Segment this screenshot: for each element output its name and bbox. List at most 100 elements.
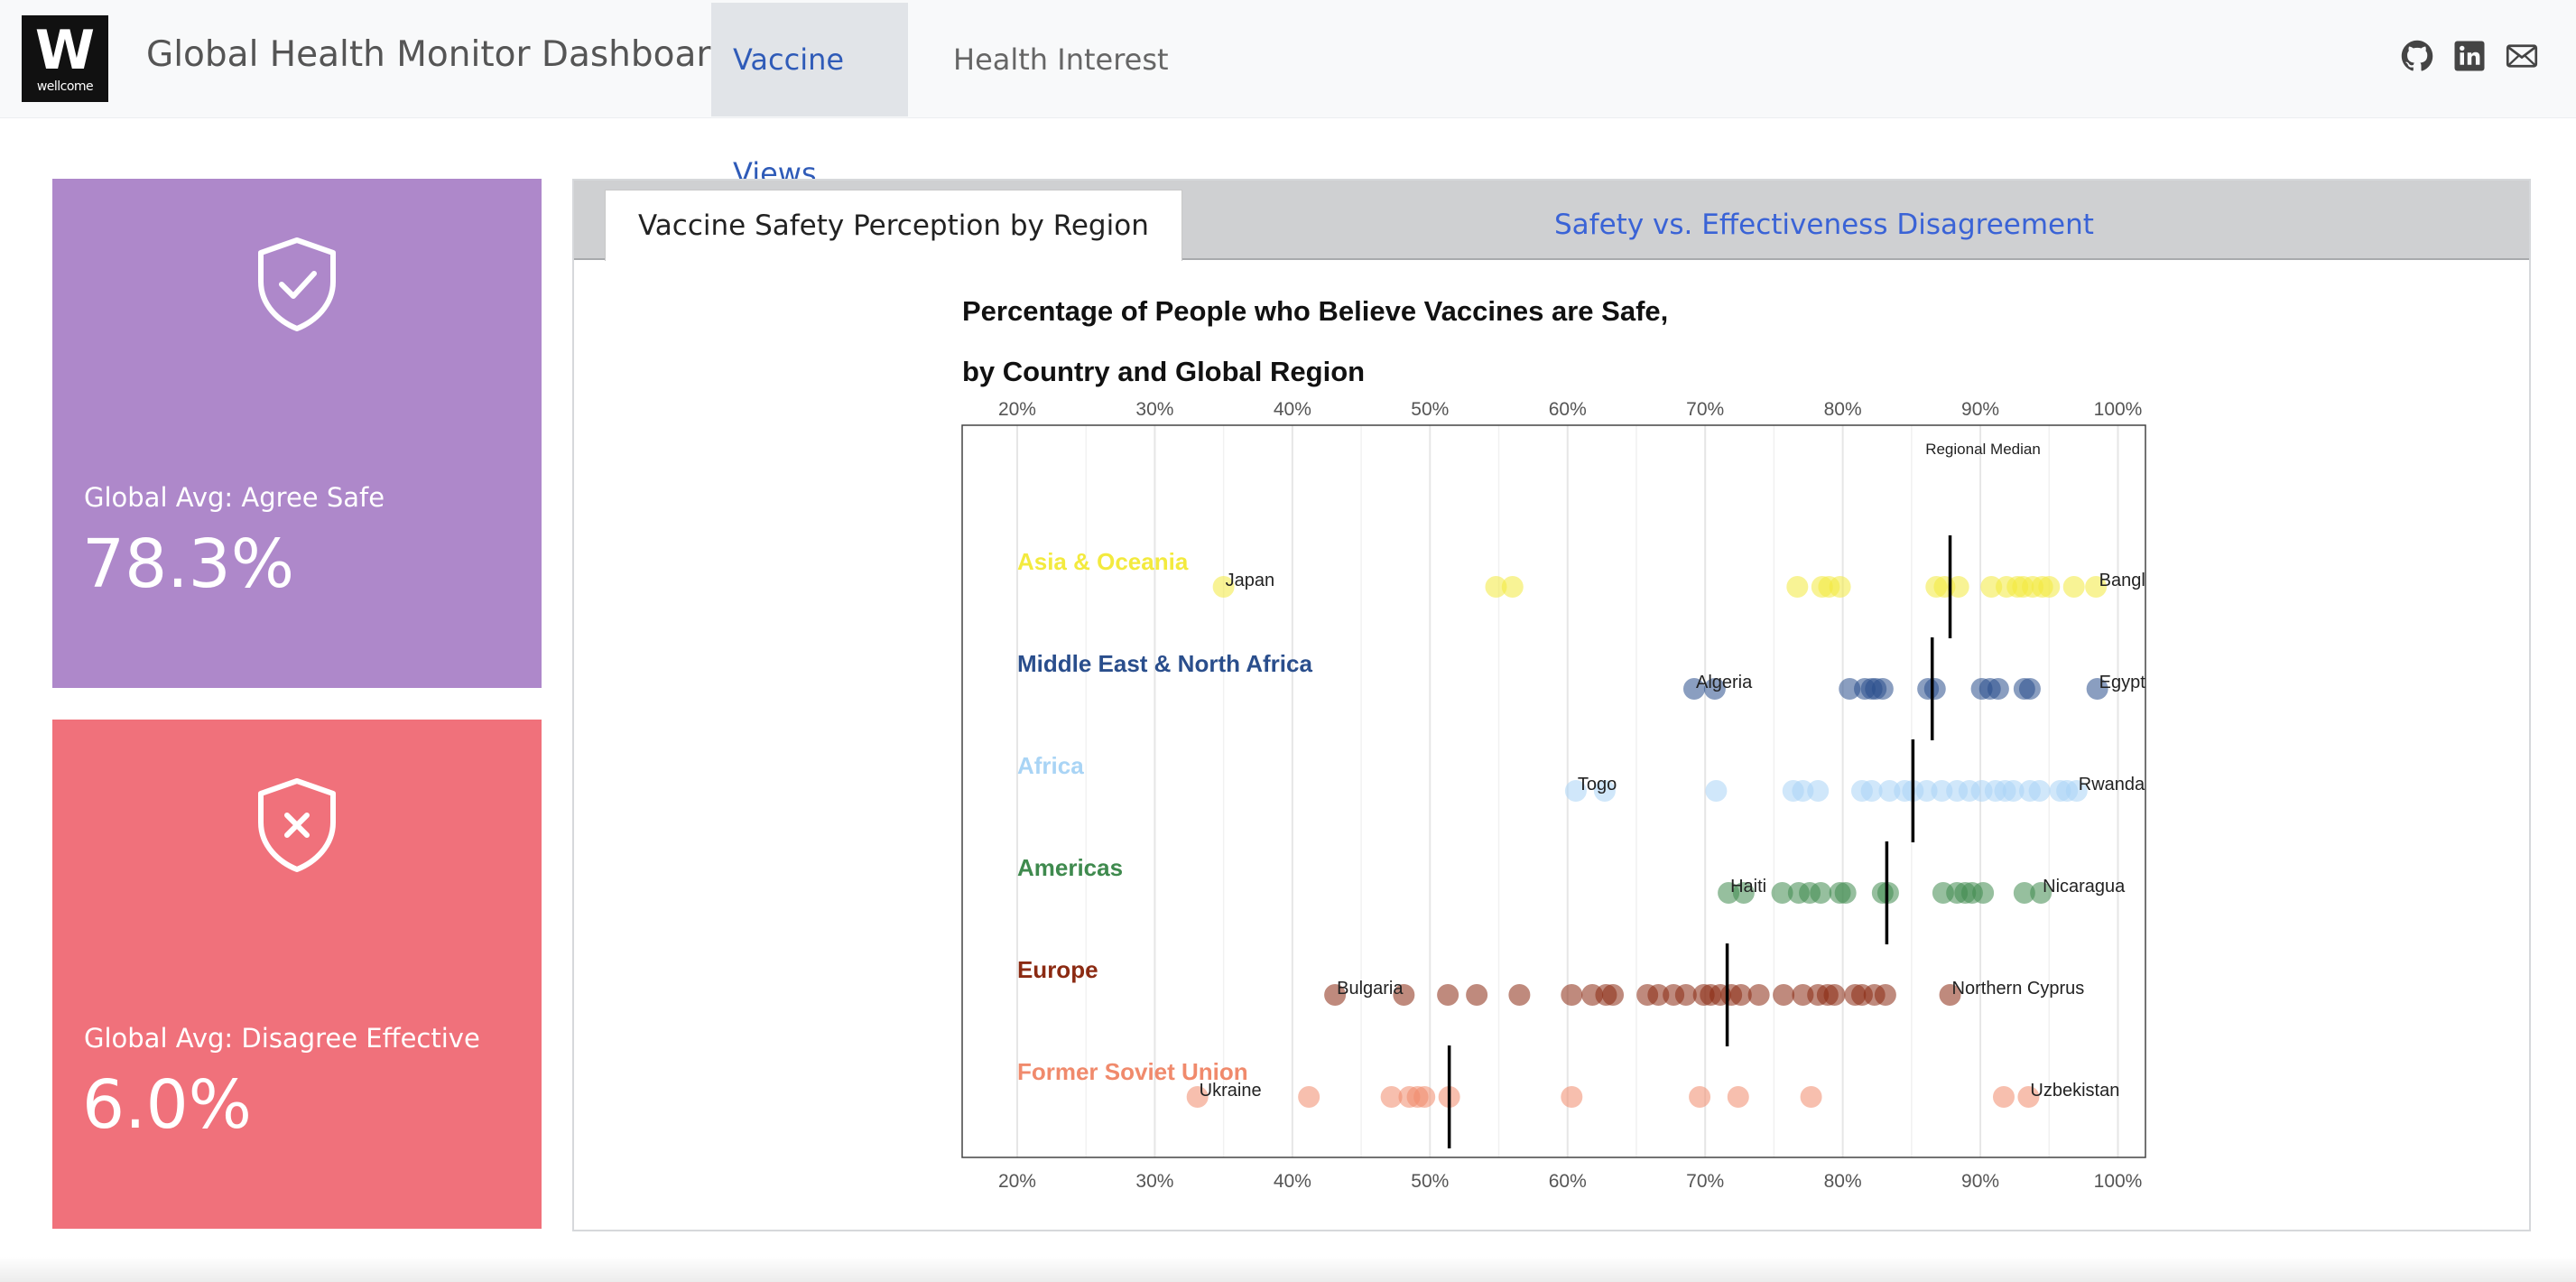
x-tick-label-top: 20% <box>998 399 1036 420</box>
x-tick-label-bottom: 20% <box>998 1171 1036 1192</box>
country-label-high: Rwanda <box>2079 775 2145 794</box>
region-label: Asia & Oceania <box>1017 548 1189 575</box>
regional-median-label: Regional Median <box>1925 441 2041 458</box>
country-point <box>1980 576 2003 598</box>
shield-x-icon <box>258 778 336 872</box>
country-point <box>1689 1086 1711 1108</box>
country-point <box>1682 678 1705 700</box>
country-point <box>1485 576 1507 598</box>
country-point <box>1834 882 1857 904</box>
country-point <box>1380 1086 1403 1108</box>
country-point <box>1771 882 1793 904</box>
country-point <box>1871 678 1894 700</box>
country-point <box>2038 576 2061 598</box>
tab-vaccine-safety-perception[interactable]: Vaccine Safety Perception by Region <box>605 190 1182 261</box>
country-label-low: Ukraine <box>1200 1081 1262 1101</box>
country-point <box>1987 678 2009 700</box>
country-point <box>1732 882 1755 904</box>
x-tick-label-bottom: 50% <box>1411 1171 1449 1192</box>
country-point <box>1839 678 1861 700</box>
x-tick-label-top: 90% <box>1961 399 1999 420</box>
navbar: W wellcome Global Health Monitor Dashboa… <box>0 0 2576 190</box>
country-point <box>1810 882 1832 904</box>
country-point <box>1931 780 1953 802</box>
chart-panel: Vaccine Safety Perception by Region Safe… <box>572 179 2531 1231</box>
country-point <box>1792 780 1814 802</box>
chart-title-line-2: by Country and Global Region <box>962 356 1365 387</box>
country-point <box>1939 984 1961 1006</box>
linkedin-icon[interactable] <box>2453 40 2486 72</box>
country-point <box>1212 576 1235 598</box>
country-point <box>1947 576 1969 598</box>
country-point <box>1466 984 1488 1006</box>
country-point <box>1508 984 1531 1006</box>
country-point <box>1437 984 1459 1006</box>
country-point <box>1874 984 1896 1006</box>
country-point <box>2065 780 2088 802</box>
country-point <box>2086 678 2108 700</box>
country-point <box>1915 780 1938 802</box>
country-label-low: Togo <box>1578 775 1617 794</box>
country-point <box>1564 780 1587 802</box>
tab-safety-vs-effectiveness[interactable]: Safety vs. Effectiveness Disagreement <box>1554 209 2094 241</box>
x-tick-label-bottom: 70% <box>1686 1171 1724 1192</box>
country-point <box>1773 984 1795 1006</box>
card-label: Global Avg: Agree Safe <box>84 482 385 513</box>
dashboard-title[interactable]: Global Health Monitor Dashboard <box>146 34 733 75</box>
country-point <box>1792 984 1814 1006</box>
country-point <box>1324 984 1347 1006</box>
mail-icon[interactable] <box>2506 40 2538 72</box>
nav-tab-health-interest[interactable]: Health Interest <box>953 42 1169 77</box>
country-point <box>2062 576 2085 598</box>
country-point <box>2030 882 2052 904</box>
country-point <box>2013 882 2035 904</box>
country-point <box>1923 678 1946 700</box>
country-point <box>1602 984 1625 1006</box>
plot-border <box>961 424 2146 1158</box>
country-point <box>1800 1086 1822 1108</box>
country-label-high: Egypt <box>2099 673 2146 692</box>
country-point <box>2002 780 2025 802</box>
nav-tab-vaccine-views[interactable]: Vaccine Views <box>711 3 908 190</box>
country-point <box>1786 576 1809 598</box>
x-tick-label-top: 30% <box>1135 399 1173 420</box>
country-point <box>1829 576 1851 598</box>
card-value: 78.3% <box>82 525 295 603</box>
x-tick-label-top: 70% <box>1686 399 1724 420</box>
country-point <box>2085 576 2108 598</box>
wellcome-logo[interactable]: W wellcome <box>22 15 108 102</box>
country-point <box>1186 1086 1209 1108</box>
chart-title-line-1: Percentage of People who Believe Vaccine… <box>962 295 1668 327</box>
disagree-effective-card: Global Avg: Disagree Effective 6.0% <box>52 720 542 1229</box>
country-point <box>2028 780 2051 802</box>
region-label: Americas <box>1017 854 1123 881</box>
region-label: Former Soviet Union <box>1017 1058 1248 1085</box>
country-point <box>1823 984 1846 1006</box>
x-tick-label-bottom: 60% <box>1549 1171 1587 1192</box>
x-tick-label-bottom: 30% <box>1135 1171 1173 1192</box>
region-label: Middle East & North Africa <box>1017 650 1313 677</box>
x-tick-label-bottom: 100% <box>2094 1171 2143 1192</box>
x-tick-label-top: 40% <box>1274 399 1311 420</box>
country-point <box>1972 882 1995 904</box>
country-label-high: Uzbekistan <box>2030 1081 2119 1101</box>
country-point <box>1747 984 1770 1006</box>
chart-tabbar: Vaccine Safety Perception by Region Safe… <box>574 181 2529 261</box>
card-value: 6.0% <box>82 1066 252 1144</box>
country-point <box>1593 780 1616 802</box>
x-tick-label-top: 80% <box>1824 399 1862 420</box>
logo-text: wellcome <box>36 79 94 94</box>
country-point <box>1501 576 1524 598</box>
x-tick-label-top: 100% <box>2094 399 2143 420</box>
vaccine-safety-chart: Percentage of People who Believe Vaccine… <box>961 295 2146 1192</box>
country-point <box>1705 780 1728 802</box>
country-point <box>1298 1086 1320 1108</box>
region-label: Africa <box>1017 752 1084 779</box>
country-point <box>1860 780 1883 802</box>
github-icon[interactable] <box>2401 40 2433 72</box>
country-point <box>1878 780 1901 802</box>
logo-letter: W <box>34 19 96 82</box>
country-point <box>1647 984 1670 1006</box>
country-point <box>1703 678 1726 700</box>
country-point <box>2017 1086 2040 1108</box>
